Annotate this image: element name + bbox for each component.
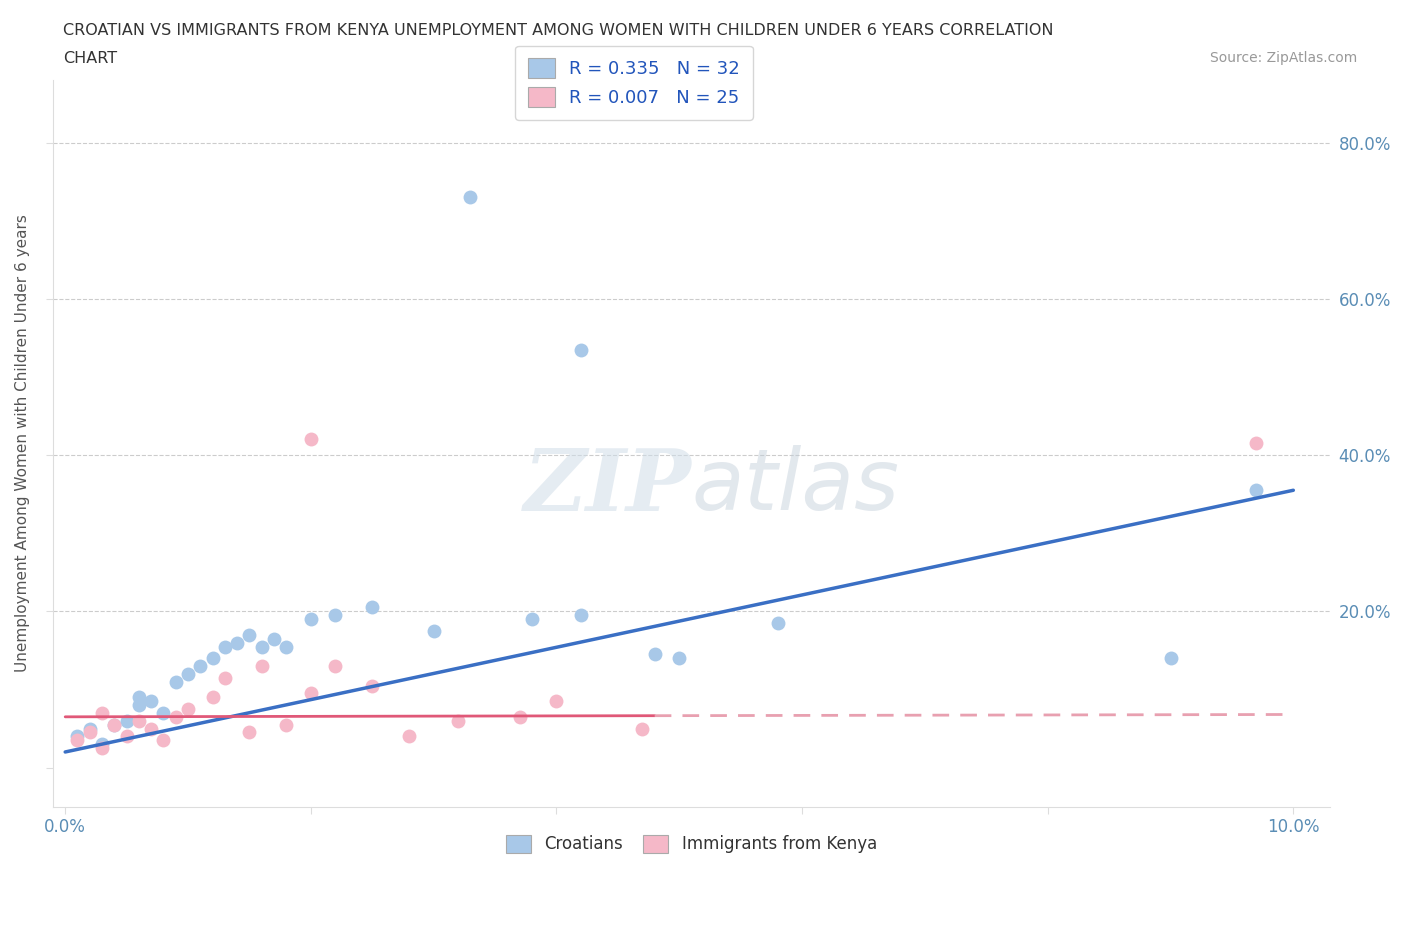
Point <box>276 639 298 654</box>
Point <box>325 608 347 623</box>
Point <box>214 671 236 685</box>
Point <box>250 658 273 673</box>
Point <box>201 690 224 705</box>
Y-axis label: Unemployment Among Women with Children Under 6 years: Unemployment Among Women with Children U… <box>15 215 30 672</box>
Point <box>398 729 420 744</box>
Point <box>152 733 174 748</box>
Point <box>177 667 200 682</box>
Point <box>238 628 260 643</box>
Point <box>128 690 150 705</box>
Point <box>276 717 298 732</box>
Point <box>631 721 654 736</box>
Text: Source: ZipAtlas.com: Source: ZipAtlas.com <box>1209 51 1357 65</box>
Point <box>644 647 666 662</box>
Text: CROATIAN VS IMMIGRANTS FROM KENYA UNEMPLOYMENT AMONG WOMEN WITH CHILDREN UNDER 6: CROATIAN VS IMMIGRANTS FROM KENYA UNEMPL… <box>63 23 1053 38</box>
Point <box>299 612 322 627</box>
Point <box>66 729 89 744</box>
Point <box>91 740 114 755</box>
Point <box>520 612 543 627</box>
Point <box>668 651 690 666</box>
Point <box>141 694 163 709</box>
Point <box>766 616 789 631</box>
Legend: Croatians, Immigrants from Kenya: Croatians, Immigrants from Kenya <box>499 828 883 860</box>
Text: atlas: atlas <box>692 445 900 528</box>
Point <box>1246 483 1268 498</box>
Point <box>447 713 470 728</box>
Point <box>165 674 187 689</box>
Point <box>1246 436 1268 451</box>
Point <box>250 639 273 654</box>
Point <box>299 432 322 447</box>
Point <box>128 713 150 728</box>
Point <box>361 678 384 693</box>
Point <box>177 701 200 716</box>
Point <box>103 717 125 732</box>
Point <box>460 190 482 205</box>
Point <box>214 639 236 654</box>
Point <box>238 725 260 740</box>
Point <box>325 658 347 673</box>
Point <box>79 721 101 736</box>
Point <box>188 658 211 673</box>
Point <box>128 698 150 712</box>
Point <box>91 737 114 751</box>
Point <box>115 729 138 744</box>
Point <box>226 635 249 650</box>
Point <box>361 600 384 615</box>
Text: CHART: CHART <box>63 51 117 66</box>
Point <box>141 721 163 736</box>
Point <box>115 713 138 728</box>
Point <box>103 717 125 732</box>
Point <box>569 342 592 357</box>
Point <box>509 710 531 724</box>
Point <box>263 631 285 646</box>
Point <box>201 651 224 666</box>
Point <box>165 710 187 724</box>
Point <box>1160 651 1182 666</box>
Point <box>546 694 568 709</box>
Point <box>79 725 101 740</box>
Text: ZIP: ZIP <box>523 445 692 529</box>
Point <box>569 608 592 623</box>
Point <box>152 706 174 721</box>
Point <box>91 706 114 721</box>
Point <box>66 733 89 748</box>
Point <box>299 686 322 701</box>
Point <box>422 623 444 638</box>
